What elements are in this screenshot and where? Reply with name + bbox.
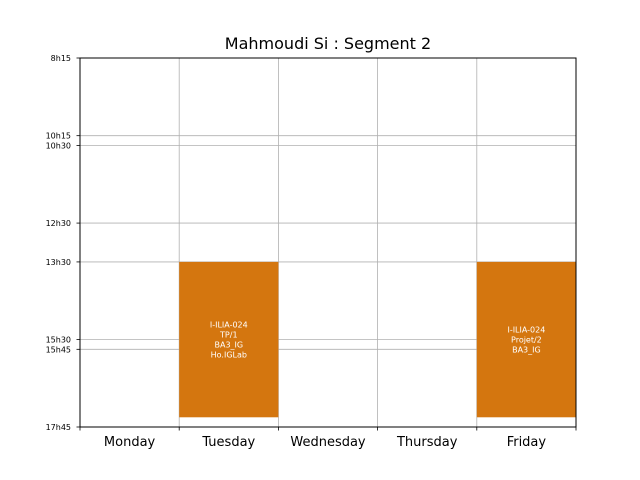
plot-frame [79, 57, 577, 428]
y-tick-label: 10h15 [46, 132, 71, 141]
x-tick-label: Thursday [396, 435, 458, 450]
block-label-line: Ho.IGLab [211, 351, 247, 360]
y-tick-label: 15h45 [46, 345, 71, 354]
x-tick-label: Tuesday [201, 435, 255, 450]
x-tick-label: Friday [507, 435, 547, 450]
y-tick-label: 17h45 [46, 423, 71, 432]
timetable-block [476, 261, 576, 418]
chart-title: Mahmoudi Si : Segment 2 [225, 34, 431, 53]
block-label-line: BA3_IG [512, 346, 541, 355]
timetable-blocks: I-ILIA-024TP/1BA3_IGHo.IGLabI-ILIA-024Pr… [179, 261, 576, 418]
y-tick-label: 10h30 [46, 141, 71, 150]
y-tick-label: 15h30 [46, 336, 71, 345]
x-tick-label: Wednesday [290, 435, 366, 450]
block-label-line: BA3_IG [214, 341, 243, 350]
y-tick-label: 12h30 [46, 219, 71, 228]
y-tick-label: 13h30 [46, 258, 71, 267]
y-tick-label: 8h15 [51, 54, 71, 63]
x-axis-ticks: Monday Tuesday Wednesday Thursday Friday [79, 427, 577, 450]
block-label-line: I-ILIA-024 [210, 321, 248, 330]
block-label-line: TP/1 [219, 331, 238, 340]
timetable-block [179, 261, 279, 418]
block-label-line: Projet/2 [511, 336, 542, 345]
block-label-line: I-ILIA-024 [507, 326, 545, 335]
x-tick-label: Monday [104, 435, 156, 450]
